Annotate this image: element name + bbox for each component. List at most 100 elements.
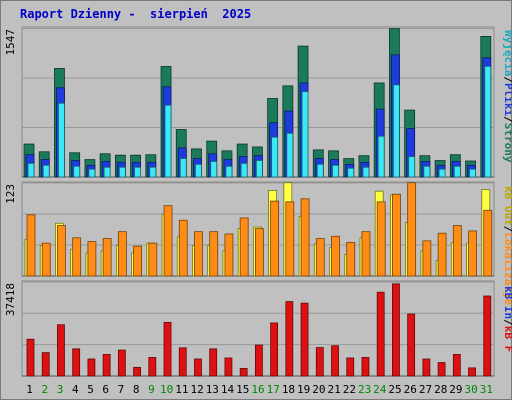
bar-kbout-day-4 xyxy=(72,237,82,277)
transfer-panel-legend: kB Out/Lokalizacje xyxy=(502,186,512,306)
legend-entry: Wyjęcia xyxy=(502,30,512,76)
day-label-13: 13 xyxy=(206,383,219,396)
bar-kbout-day-26 xyxy=(407,182,417,277)
day-label-18: 18 xyxy=(282,383,295,396)
bar-pliki-day-17 xyxy=(271,136,279,178)
day-label-25: 25 xyxy=(388,383,401,396)
bar-kbout-day-12 xyxy=(194,231,203,277)
bar-kbf-day-28 xyxy=(437,362,446,377)
bar-kbf-day-11 xyxy=(178,347,187,377)
bar-kbout-day-17 xyxy=(270,200,280,277)
kb-panel-ytick-label: 37418 xyxy=(4,283,17,316)
bar-pliki-day-16 xyxy=(255,160,263,178)
bar-kbout-day-14 xyxy=(224,233,234,277)
bar-kbf-day-21 xyxy=(331,345,339,377)
legend-entry: Strony xyxy=(502,123,512,163)
day-label-31: 31 xyxy=(480,383,493,396)
legend-separator: / xyxy=(502,116,512,123)
kb-panel-legend: kB In/kB F xyxy=(502,286,512,352)
bar-kbf-day-7 xyxy=(117,349,126,377)
day-label-4: 4 xyxy=(72,383,79,396)
bar-pliki-day-21 xyxy=(332,164,339,178)
bar-kbf-day-14 xyxy=(224,357,233,377)
bar-pliki-day-14 xyxy=(225,165,233,178)
bar-kbout-day-22 xyxy=(346,241,356,277)
bar-kbout-day-29 xyxy=(452,225,462,277)
legend-separator: / xyxy=(502,226,512,233)
legend-entry: kB Out xyxy=(502,186,512,226)
bar-pliki-day-11 xyxy=(179,158,187,178)
bar-pliki-day-31 xyxy=(484,66,492,178)
bar-pliki-day-30 xyxy=(469,168,476,178)
day-label-2: 2 xyxy=(42,383,49,396)
legend-entry: kB F xyxy=(502,326,512,353)
day-label-23: 23 xyxy=(358,383,371,396)
bar-pliki-day-9 xyxy=(149,166,157,178)
bar-kbf-day-19 xyxy=(300,302,309,377)
bar-kbf-day-8 xyxy=(133,366,141,377)
bar-kbout-day-10 xyxy=(163,205,173,277)
bar-kbout-day-8 xyxy=(133,245,142,277)
bar-pliki-day-4 xyxy=(73,165,81,178)
bar-pliki-day-12 xyxy=(195,163,202,178)
bar-kbout-day-16 xyxy=(254,228,264,277)
bar-pliki-day-15 xyxy=(240,163,248,178)
bar-kbout-day-30 xyxy=(468,230,477,277)
bar-pliki-day-13 xyxy=(210,161,218,178)
day-label-6: 6 xyxy=(102,383,109,396)
bar-kbout-day-19 xyxy=(300,198,310,277)
bar-kbout-day-3 xyxy=(57,225,66,277)
day-label-29: 29 xyxy=(449,383,462,396)
day-label-15: 15 xyxy=(236,383,249,396)
day-label-12: 12 xyxy=(190,383,203,396)
legend-entry: Pliki xyxy=(502,83,512,116)
bar-kbf-day-20 xyxy=(315,347,324,377)
bar-pliki-day-7 xyxy=(118,166,126,178)
bar-kbf-day-13 xyxy=(209,348,218,377)
bar-pliki-day-5 xyxy=(88,168,96,178)
day-label-30: 30 xyxy=(465,383,478,396)
bar-pliki-day-10 xyxy=(164,104,172,178)
bar-pliki-day-20 xyxy=(316,163,324,178)
day-label-22: 22 xyxy=(343,383,356,396)
bar-kbf-day-31 xyxy=(483,295,492,377)
bar-kbout-day-13 xyxy=(209,231,219,277)
chart-title: Raport Dzienny - sierpień 2025 xyxy=(20,7,252,21)
day-label-21: 21 xyxy=(328,383,341,396)
bar-pliki-day-27 xyxy=(423,165,431,178)
transfer-panel-ytick-label: 123 xyxy=(4,184,17,204)
day-label-7: 7 xyxy=(118,383,125,396)
bar-kbf-day-15 xyxy=(239,367,248,377)
bar-pliki-day-24 xyxy=(377,135,385,178)
bar-kbout-day-25 xyxy=(392,193,401,277)
day-label-1: 1 xyxy=(26,383,33,396)
bar-pliki-day-6 xyxy=(103,166,111,178)
bar-pliki-day-18 xyxy=(286,132,294,178)
bar-kbf-day-22 xyxy=(346,357,355,377)
bar-kbout-day-27 xyxy=(422,240,432,277)
bar-pliki-day-2 xyxy=(42,164,50,178)
bar-pliki-day-23 xyxy=(362,166,370,178)
bar-pliki-day-26 xyxy=(408,156,416,178)
bar-kbf-day-23 xyxy=(361,357,370,377)
day-label-24: 24 xyxy=(373,383,387,396)
bar-pliki-day-22 xyxy=(347,167,355,178)
bar-pliki-day-29 xyxy=(453,165,461,178)
legend-entry: Lokalizacje xyxy=(502,232,512,305)
bar-kbf-day-12 xyxy=(194,358,202,377)
bar-kbout-day-5 xyxy=(87,241,97,277)
day-label-9: 9 xyxy=(148,383,155,396)
bar-kbout-day-1 xyxy=(26,214,36,277)
bar-kbf-day-16 xyxy=(254,344,263,377)
bar-kbf-day-27 xyxy=(422,358,431,377)
bar-kbf-day-25 xyxy=(392,283,400,377)
bar-kbf-day-17 xyxy=(270,322,279,377)
bar-kbf-day-6 xyxy=(102,354,111,377)
day-label-27: 27 xyxy=(419,383,432,396)
bar-kbf-day-1 xyxy=(26,338,35,377)
legend-separator: / xyxy=(502,76,512,83)
bar-kbf-day-5 xyxy=(87,358,96,377)
day-label-19: 19 xyxy=(297,383,310,396)
